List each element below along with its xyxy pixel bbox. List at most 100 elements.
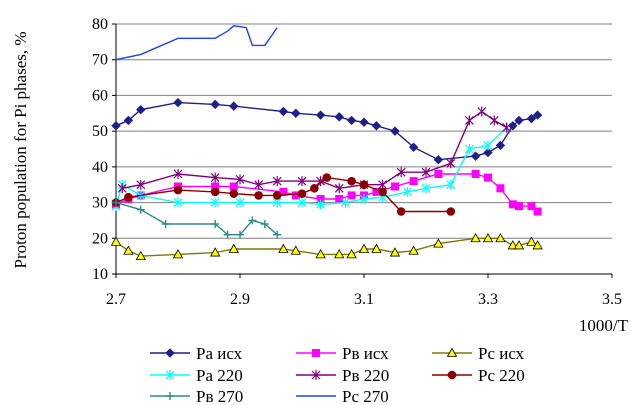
data-point <box>513 240 525 250</box>
data-point <box>273 230 282 239</box>
y-tick-label: 50 <box>92 123 108 140</box>
data-point <box>136 105 146 115</box>
data-point <box>359 117 369 127</box>
data-point <box>433 155 444 165</box>
legend-label: Pв исх <box>342 344 389 363</box>
data-point <box>483 147 493 158</box>
data-point <box>315 110 326 120</box>
series-line <box>122 110 507 190</box>
data-point <box>173 197 183 208</box>
data-point <box>124 192 133 202</box>
data-point <box>334 112 344 122</box>
data-point <box>260 220 269 228</box>
x-axis-label: 1000/T <box>579 316 629 335</box>
data-point <box>471 170 480 178</box>
x-tick-label: 3.3 <box>478 291 498 308</box>
y-tick-label: 20 <box>92 230 108 247</box>
data-point <box>117 183 127 194</box>
data-point <box>248 216 257 225</box>
data-point <box>210 99 220 110</box>
data-point <box>278 243 289 253</box>
data-point <box>297 197 307 208</box>
legend-marker <box>165 370 175 380</box>
data-point <box>446 179 456 190</box>
data-point <box>210 197 220 208</box>
data-point <box>290 245 301 255</box>
data-point <box>464 115 474 126</box>
y-tick-label: 60 <box>92 87 108 104</box>
x-tick-label: 3.5 <box>602 291 622 308</box>
series-line <box>115 25 278 61</box>
data-point <box>446 207 456 216</box>
data-point <box>464 144 474 154</box>
legend-item: Pв 220 <box>296 366 389 385</box>
data-point <box>291 108 301 118</box>
data-point <box>532 110 543 120</box>
series-6 <box>111 173 456 216</box>
series-line <box>115 127 508 207</box>
legend-label: Pa исх <box>196 344 243 363</box>
data-point <box>316 199 326 210</box>
data-point <box>390 126 400 136</box>
data-point <box>433 238 444 248</box>
data-point <box>507 240 518 250</box>
legend-item: Pa 220 <box>150 366 243 385</box>
data-point <box>526 113 537 124</box>
data-point <box>136 179 146 190</box>
data-point <box>421 167 431 178</box>
data-point <box>254 191 263 200</box>
data-point <box>315 249 326 259</box>
data-point <box>515 202 523 211</box>
gridlines <box>116 23 612 275</box>
y-tick-label: 40 <box>92 159 108 176</box>
data-point <box>346 249 357 259</box>
y-tick-label: 70 <box>92 52 108 69</box>
data-point <box>532 240 543 250</box>
legend-item: Pc 270 <box>296 387 389 405</box>
data-point <box>470 151 481 161</box>
series-line <box>115 176 451 213</box>
data-point <box>173 185 183 195</box>
legend-marker <box>446 347 458 357</box>
legend-label: Pa 220 <box>196 366 243 385</box>
legend-marker <box>165 348 175 358</box>
data-point <box>123 245 134 255</box>
data-point <box>210 172 220 183</box>
x-tick-label: 3.1 <box>354 291 374 308</box>
data-point <box>526 236 537 246</box>
data-point <box>173 169 183 179</box>
data-point <box>396 207 406 216</box>
data-point <box>334 183 344 194</box>
data-point <box>211 220 220 228</box>
data-point <box>514 115 524 126</box>
plot-area <box>110 25 543 261</box>
series-7 <box>112 198 282 239</box>
legend-item: Pa исх <box>150 344 243 363</box>
data-point <box>483 140 493 151</box>
data-point <box>402 186 412 197</box>
y-tick-label: 10 <box>92 266 108 283</box>
data-point <box>310 183 319 193</box>
data-point <box>347 176 356 186</box>
data-point <box>112 198 120 207</box>
legend-item: Pc 220 <box>432 366 525 385</box>
data-point <box>371 121 382 131</box>
data-point <box>527 202 536 211</box>
legend-marker <box>447 370 457 380</box>
data-point <box>136 205 145 214</box>
data-point <box>495 140 506 151</box>
legend-marker <box>312 349 320 357</box>
data-point <box>533 207 542 216</box>
x-tick-label: 2.9 <box>230 291 250 308</box>
data-point <box>278 106 289 117</box>
data-point <box>371 243 382 253</box>
data-point <box>391 182 399 191</box>
legend-item: Pc исх <box>432 344 525 363</box>
data-point <box>340 197 350 208</box>
data-point <box>135 250 146 261</box>
data-point <box>347 191 356 200</box>
data-point <box>272 176 282 187</box>
legend-label: Pв 270 <box>196 387 243 405</box>
data-point <box>378 187 387 197</box>
y-tick-label: 80 <box>92 16 108 33</box>
